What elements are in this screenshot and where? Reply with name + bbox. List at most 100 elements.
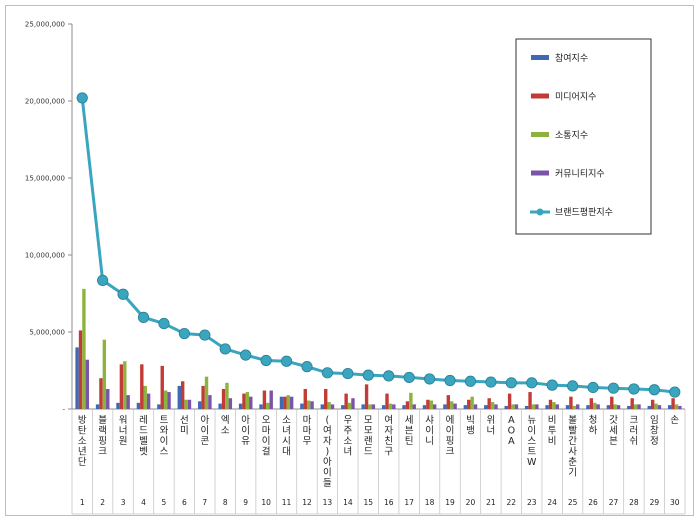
bar-3-7	[204, 376, 209, 409]
bar-3-25	[572, 405, 577, 409]
rank-label-1: 1	[80, 498, 85, 507]
bar-2-2	[99, 378, 103, 409]
bar-1-10	[259, 404, 263, 409]
y-tick-label: 10,000,000	[25, 252, 65, 260]
category-label-13: (여 자) 아 이 들	[323, 415, 332, 489]
bar-4-25	[576, 404, 580, 409]
bar-2-11	[283, 396, 287, 409]
bar-3-15	[368, 404, 372, 409]
bar-1-7	[198, 401, 202, 409]
rank-label-16: 16	[384, 498, 394, 507]
bar-1-29	[647, 405, 651, 409]
bar-2-12	[303, 388, 307, 409]
bar-2-13	[324, 388, 328, 409]
bar-2-15	[364, 384, 369, 409]
bar-4-26	[596, 404, 600, 409]
bar-3-4	[143, 385, 147, 409]
bar-3-6	[184, 399, 188, 409]
bar-4-19	[453, 403, 457, 409]
legend-swatch-4	[531, 170, 549, 176]
brand-index-point-29	[648, 384, 660, 396]
bar-2-22	[507, 393, 512, 409]
y-tick-label: 5,000,000	[29, 329, 65, 337]
brand-index-point-7	[199, 329, 211, 341]
bar-2-29	[650, 399, 655, 409]
bar-2-14	[344, 393, 348, 409]
bar-2-20	[467, 399, 471, 409]
bar-3-24	[552, 402, 556, 409]
brand-index-point-14	[342, 367, 354, 380]
bar-2-27	[610, 396, 614, 409]
rank-label-6: 6	[182, 498, 187, 507]
bar-2-1	[78, 330, 83, 409]
bar-1-3	[116, 402, 120, 409]
rank-label-25: 25	[568, 498, 578, 507]
bar-4-2	[106, 388, 110, 409]
bar-4-21	[494, 404, 498, 409]
bar-1-18	[422, 405, 427, 409]
bar-4-18	[432, 404, 437, 409]
rank-label-15: 15	[364, 498, 374, 507]
bar-1-28	[627, 405, 631, 409]
bar-1-25	[565, 405, 570, 409]
bar-4-11	[289, 396, 294, 409]
bar-2-26	[589, 398, 594, 409]
rank-label-9: 9	[243, 498, 248, 507]
bar-2-25	[569, 396, 573, 409]
bar-4-12	[310, 401, 314, 409]
legend-swatch-3	[531, 132, 549, 137]
rank-label-21: 21	[486, 498, 496, 507]
bar-2-23	[528, 392, 532, 409]
rank-label-22: 22	[507, 498, 517, 507]
bar-1-4	[136, 402, 141, 409]
bar-1-1	[75, 347, 79, 409]
y-tick-label: 25,000,000	[25, 21, 65, 29]
bar-4-14	[351, 398, 355, 409]
rank-label-30: 30	[670, 498, 680, 507]
bar-3-28	[633, 404, 638, 409]
brand-index-point-22	[505, 377, 517, 389]
bar-3-30	[674, 404, 679, 409]
legend-label-4: 커뮤니티지수	[555, 169, 605, 180]
brand-index-point-19	[444, 374, 456, 387]
brand-index-point-12	[301, 361, 313, 373]
legend-label-1: 참여지수	[555, 52, 588, 64]
brand-index-point-2	[97, 274, 109, 287]
bar-3-12	[306, 400, 311, 409]
bar-4-29	[657, 405, 662, 409]
bar-4-8	[228, 398, 233, 409]
brand-index-point-6	[178, 327, 190, 340]
bar-3-21	[490, 402, 495, 409]
legend-swatch-marker	[536, 208, 544, 216]
chart-frame: - 5,000,000 10,000,000 15,000,000 20,000,000…	[5, 5, 694, 516]
brand-index-point-8	[219, 343, 231, 355]
bar-4-23	[535, 404, 539, 409]
bar-3-26	[593, 402, 597, 409]
bar-3-11	[286, 395, 290, 409]
rank-label-20: 20	[466, 498, 476, 507]
rank-label-8: 8	[223, 498, 228, 507]
bar-4-27	[616, 405, 621, 409]
rank-label-12: 12	[302, 498, 312, 507]
bar-2-4	[140, 364, 144, 409]
bar-2-3	[119, 364, 124, 409]
y-tick-label: -	[62, 406, 65, 414]
legend-label-2: 미디어지수	[555, 92, 596, 103]
bar-2-6	[180, 381, 185, 409]
bar-1-30	[667, 405, 672, 409]
rank-label-29: 29	[650, 498, 660, 507]
